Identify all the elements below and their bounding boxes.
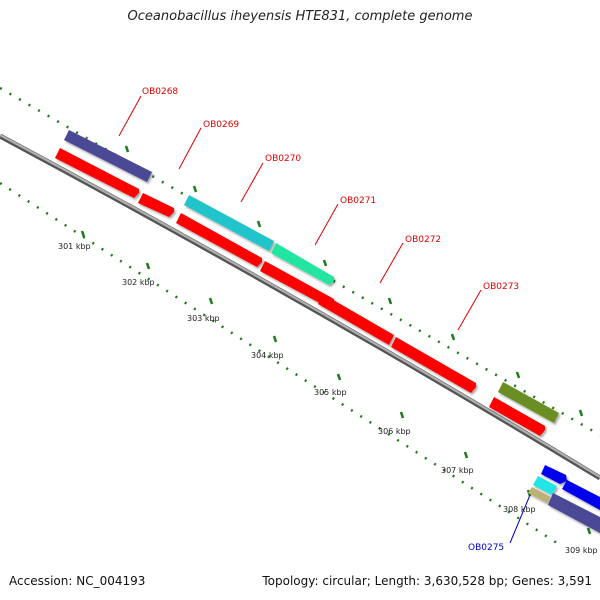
major-tick [272, 335, 278, 343]
gene-ob0275b-feature[interactable] [528, 487, 551, 503]
position-label: 306 kbp [378, 427, 411, 436]
major-tick [586, 527, 592, 535]
position-labels: 301 kbp 302 kbp 303 kbp 304 kbp 305 kbp … [58, 242, 598, 555]
gene-ob0274-feature[interactable] [498, 382, 559, 423]
backbone-highlight [0, 134, 600, 478]
leader-ob0268 [118, 95, 142, 137]
gene-label-ob0272[interactable]: OB0272 [405, 235, 441, 245]
genome-summary-text: Topology: circular; Length: 3,630,528 bp… [262, 574, 592, 588]
major-tick [80, 230, 86, 238]
genome-backbone [0, 133, 600, 481]
gene-ob0270-feature[interactable] [184, 195, 274, 251]
major-tick [124, 145, 130, 153]
major-tick [192, 185, 198, 193]
leader-ob0270 [240, 162, 264, 203]
gene-label-ob0273[interactable]: OB0273 [483, 282, 519, 292]
major-tick [336, 373, 342, 381]
gene-ob0270-cds[interactable] [176, 213, 262, 267]
major-tick [399, 411, 405, 419]
major-tick [450, 333, 456, 341]
gene-ob0276-feature[interactable] [541, 465, 567, 484]
position-label: 309 kbp [565, 546, 598, 555]
accession-text: Accession: NC_004193 [9, 574, 146, 588]
outer-major-ticks [124, 145, 584, 417]
position-label: 308 kbp [503, 505, 536, 514]
major-tick [208, 297, 214, 305]
gene-ob0277-feature[interactable] [562, 480, 600, 510]
forward-strand-features [64, 130, 600, 533]
gene-ob0278-feature[interactable] [548, 493, 600, 533]
gene-label-leaders [118, 95, 531, 544]
gene-ob0272-cds[interactable] [318, 294, 394, 345]
position-label: 304 kbp [251, 351, 284, 360]
leader-ob0273 [457, 289, 482, 331]
gene-ob0275-feature[interactable] [533, 476, 557, 495]
major-tick [515, 371, 521, 379]
leader-ob0272 [379, 242, 404, 284]
gene-label-ob0269[interactable]: OB0269 [203, 120, 239, 130]
inner-tick-ring [0, 181, 561, 547]
gene-ob0269-cds[interactable] [138, 193, 174, 217]
major-tick [322, 259, 328, 267]
backbone-line [0, 133, 600, 481]
leader-ob0271 [314, 203, 339, 246]
gene-ob0271-cds[interactable] [260, 261, 334, 308]
gene-ob0271-feature[interactable] [271, 243, 334, 285]
major-tick [578, 409, 584, 417]
map-title: Oceanobacillus iheyensis HTE831, complet… [127, 9, 473, 24]
reverse-strand-features [55, 148, 545, 436]
major-tick [145, 262, 151, 270]
gene-ob0273-cds[interactable] [391, 337, 476, 393]
inner-tick-line [0, 181, 561, 547]
gene-ob0268-cds[interactable] [55, 148, 139, 198]
leader-ob0269 [178, 127, 202, 170]
major-ticks [80, 230, 592, 535]
position-label: 307 kbp [441, 466, 474, 475]
gene-label-ob0275[interactable]: OB0275 [468, 543, 504, 553]
leader-ob0275 [509, 494, 531, 544]
gene-labels: OB0268 OB0269 OB0270 OB0271 OB0272 OB027… [142, 87, 519, 553]
position-label: 302 kbp [122, 278, 155, 287]
major-tick [463, 451, 469, 459]
gene-label-ob0270[interactable]: OB0270 [265, 154, 301, 164]
position-label: 305 kbp [314, 388, 347, 397]
major-tick [387, 297, 393, 305]
gene-label-ob0271[interactable]: OB0271 [340, 196, 376, 206]
major-tick [256, 220, 262, 228]
gene-ob0274-cds[interactable] [489, 397, 545, 436]
position-label: 303 kbp [187, 314, 220, 323]
gene-ob0268-feature[interactable] [64, 130, 152, 182]
position-label: 301 kbp [58, 242, 91, 251]
gene-label-ob0268[interactable]: OB0268 [142, 87, 178, 97]
